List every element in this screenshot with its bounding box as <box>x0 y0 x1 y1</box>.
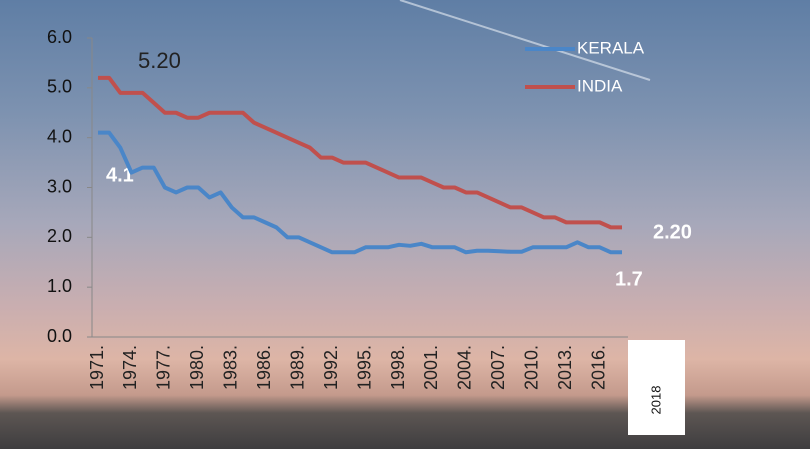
annotation: 2.20 <box>653 221 692 243</box>
y-tick-label: 0.0 <box>47 326 72 346</box>
x-tick-label: 1986. <box>254 345 274 390</box>
x-tick-label: 2016. <box>588 345 608 390</box>
y-tick-label: 4.0 <box>47 126 72 146</box>
legend-label: INDIA <box>577 76 623 95</box>
x-tick-label: 2013. <box>555 345 575 390</box>
x-tick-label: 1977. <box>154 345 174 390</box>
line <box>98 130 622 255</box>
x-tick-label: 2007. <box>488 345 508 390</box>
x-tick-label: 1974. <box>120 345 140 390</box>
line <box>98 75 622 230</box>
x-tick-label: 1980. <box>187 345 207 390</box>
x-tick-label: 2001. <box>421 345 441 390</box>
x-tick-label: 1971. <box>87 345 107 390</box>
annotation: 4.1 <box>106 164 134 186</box>
y-tick-label: 6.0 <box>47 27 72 47</box>
y-tick-label: 5.0 <box>47 77 72 97</box>
label-box <box>628 340 685 435</box>
x-tick-label: 1989. <box>287 345 307 390</box>
y-tick-label: 3.0 <box>47 176 72 196</box>
annotation: 5.20 <box>138 48 181 73</box>
y-tick-label: 1.0 <box>47 276 72 296</box>
x-tick-label: 1995. <box>354 345 374 390</box>
x-tick-label: 2010. <box>522 345 542 390</box>
x-tick-label: 2018 <box>648 386 663 415</box>
legend-label: KERALA <box>577 38 645 57</box>
annotation: 1.7 <box>615 268 643 290</box>
x-tick-label: 1992. <box>321 345 341 390</box>
x-tick-label: 1983. <box>221 345 241 390</box>
y-tick-label: 2.0 <box>47 226 72 246</box>
x-tick-label: 2004. <box>455 345 475 390</box>
x-tick-label: 1998. <box>388 345 408 390</box>
contrail <box>399 0 651 81</box>
